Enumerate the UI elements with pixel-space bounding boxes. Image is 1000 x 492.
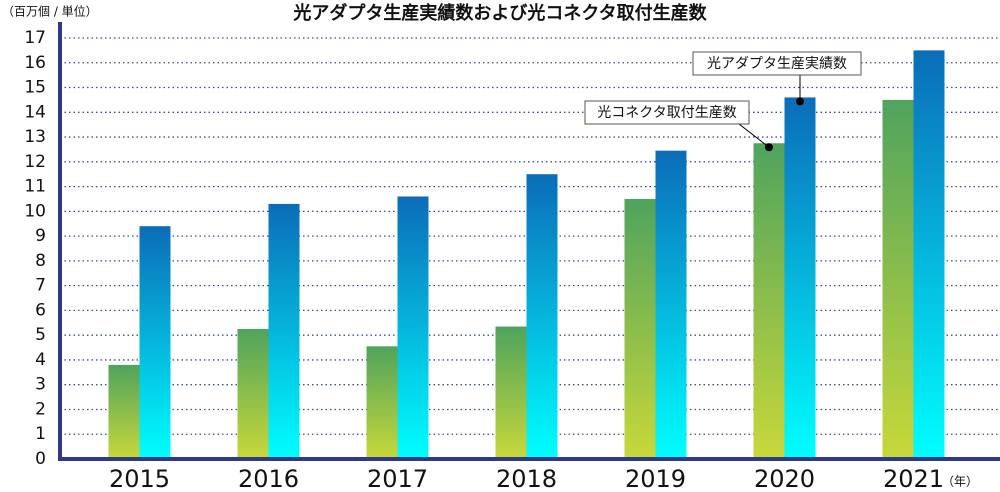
bar (397, 196, 429, 459)
y-tick-label: 15 (24, 78, 46, 98)
x-tick-label: 2015 (109, 465, 170, 492)
x-tick-label: 2017 (367, 465, 428, 492)
callout-line (738, 123, 770, 148)
legend-box (584, 100, 750, 125)
bar (268, 203, 300, 459)
y-tick-label: 2 (35, 399, 46, 419)
y-tick-label: 5 (35, 325, 46, 345)
y-tick-label: 7 (35, 276, 46, 296)
y-tick-label: 11 (24, 177, 46, 197)
bar (913, 50, 945, 459)
y-tick-label: 3 (35, 375, 46, 395)
callout-dot (796, 97, 804, 106)
y-tick-label: 17 (24, 28, 46, 48)
x-tick-label: 2020 (754, 465, 815, 492)
bar (237, 328, 269, 459)
legend-box (692, 51, 862, 76)
y-tick-label: 4 (35, 350, 46, 370)
bar (655, 150, 687, 459)
x-tick-label: 2016 (238, 465, 299, 492)
y-tick-label: 13 (24, 127, 46, 147)
legend-label: 光アダプタ生産実績数 (707, 56, 847, 72)
y-tick-label: 0 (35, 449, 46, 469)
bar (108, 364, 140, 459)
bar (526, 174, 558, 460)
y-tick-label: 12 (24, 152, 46, 172)
callout-dot (765, 143, 773, 152)
legend-label: 光コネクタ取付生産数 (597, 105, 736, 121)
x-tick-label: 2019 (625, 465, 686, 492)
y-tick-label: 14 (24, 102, 46, 122)
chart-title: 光アダプタ生産実績数および光コネクタ取付生産数 (292, 2, 707, 24)
bar (139, 226, 171, 459)
bar (784, 97, 816, 459)
bar (753, 143, 785, 459)
y-tick-label: 8 (35, 251, 46, 271)
y-tick-label: 9 (35, 226, 46, 246)
y-tick-label: 16 (24, 53, 46, 73)
y-tick-label: 1 (35, 424, 46, 444)
x-unit-label: （年） (942, 475, 978, 489)
x-tick-label: 2021 (883, 465, 944, 492)
y-tick-label: 10 (24, 201, 46, 221)
bar (366, 346, 398, 459)
y-tick-label: 6 (35, 300, 46, 320)
bar (624, 198, 656, 459)
y-unit-label: （百万個 / 単位） (2, 4, 98, 19)
bar (495, 326, 527, 459)
bar (882, 99, 914, 459)
x-tick-label: 2018 (496, 465, 557, 492)
